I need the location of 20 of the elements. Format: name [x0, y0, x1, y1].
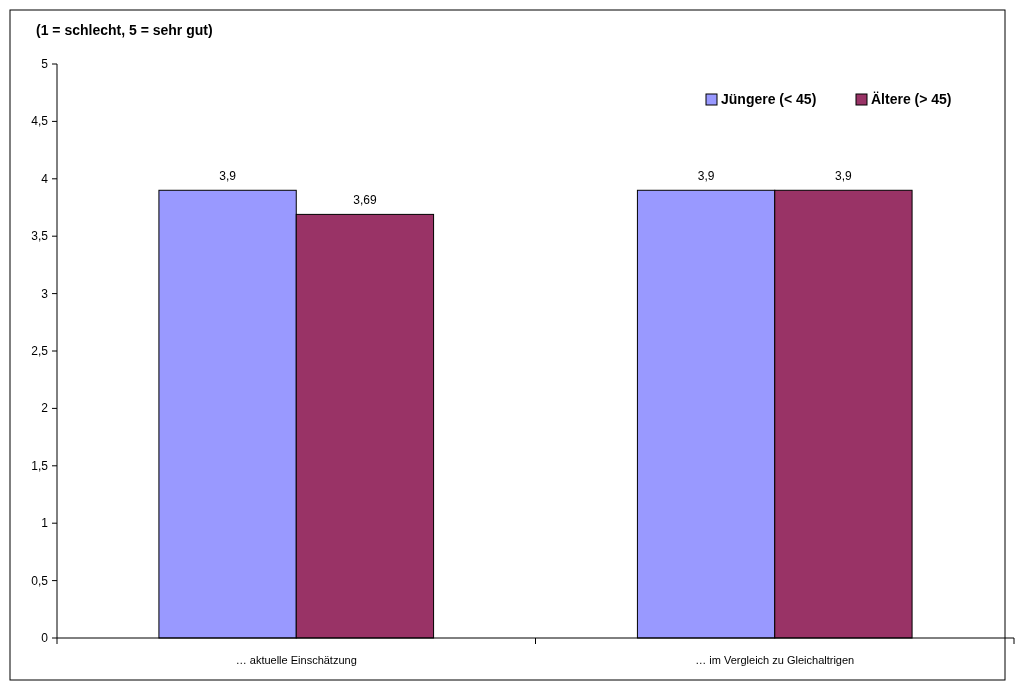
y-tick-label: 0 — [41, 631, 49, 645]
y-tick-label: 2,5 — [31, 344, 49, 358]
y-tick-label: 4,5 — [31, 114, 49, 129]
y-tick-label: 1 — [41, 516, 49, 531]
data-label: 3,9 — [219, 169, 237, 184]
data-label: 3,9 — [835, 169, 853, 184]
data-label: 3,9 — [697, 169, 715, 184]
y-tick-label: 3,5 — [31, 229, 49, 244]
y-tick-label: 3 — [41, 286, 49, 301]
y-tick-label: 1,5 — [31, 458, 49, 473]
x-tick-label: … im Vergleich zu Gleichaltrigen — [695, 654, 855, 666]
data-label: 3,69 — [353, 193, 377, 208]
y-tick-label: 0,5 — [31, 573, 49, 588]
x-tick-label: … aktuelle Einschätzung — [235, 654, 357, 666]
chart-title: (1 = schlecht, 5 = sehr gut) — [36, 22, 213, 38]
y-tick-label: 2 — [41, 401, 49, 416]
y-tick-label: 5 — [41, 57, 49, 71]
y-tick-label: 4 — [41, 171, 49, 186]
legend-label: Jüngere (< 45) — [721, 91, 817, 107]
legend-label: Ältere (> 45) — [871, 91, 952, 107]
